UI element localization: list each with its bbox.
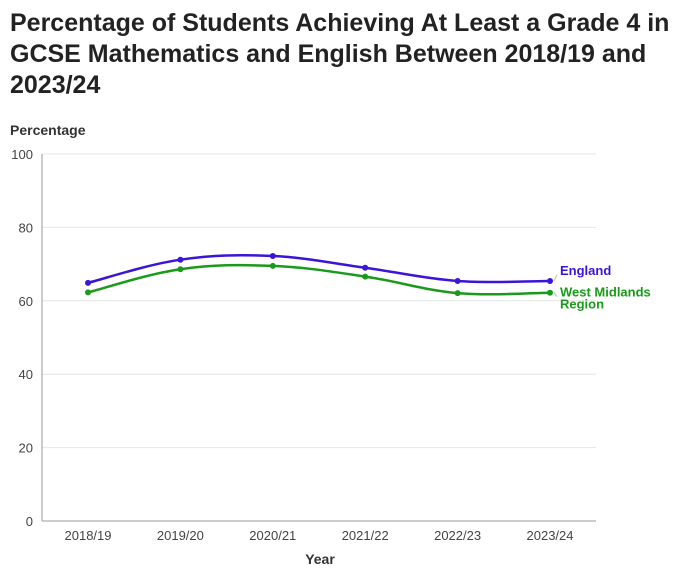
y-tick-label: 40	[19, 367, 33, 382]
x-axis-title: Year	[305, 551, 335, 567]
series-line	[87, 254, 551, 285]
data-point	[85, 289, 91, 296]
data-point	[177, 256, 184, 263]
y-tick-label: 100	[11, 147, 33, 162]
data-point	[362, 264, 369, 271]
series-group: England West Midlands Region	[85, 253, 651, 312]
data-point	[547, 277, 553, 284]
y-tick-label: 80	[19, 220, 33, 235]
series-label: England	[560, 263, 611, 278]
data-point	[269, 262, 276, 269]
gridlines	[41, 153, 596, 522]
data-point	[362, 273, 369, 280]
x-tick-label: 2023/24	[527, 528, 574, 543]
x-tick-label: 2022/23	[434, 528, 481, 543]
x-tick-label: 2019/20	[157, 528, 204, 543]
chart-title: Percentage of Students Achieving At Leas…	[10, 9, 670, 99]
data-point	[177, 266, 184, 273]
data-point	[85, 279, 91, 286]
x-tick-label: 2021/22	[342, 528, 389, 543]
y-axis-title: Percentage	[10, 122, 86, 138]
x-tick-label: 2018/19	[65, 528, 112, 543]
x-tick-labels: 2018/19 2019/20 2020/21 2021/22 2022/23 2023/…	[65, 528, 574, 543]
x-tick-label: 2020/21	[249, 528, 296, 543]
label-connector	[553, 292, 558, 298]
label-connector	[553, 274, 558, 282]
series-line	[87, 263, 551, 296]
data-point	[269, 253, 276, 260]
data-point	[454, 290, 461, 297]
y-tick-label: 20	[19, 441, 33, 456]
series-label: West Midlands Region	[560, 285, 651, 312]
y-tick-labels: 0 20 40 60 80 100	[11, 147, 33, 529]
y-tick-label: 60	[19, 294, 33, 309]
data-point	[547, 289, 553, 296]
data-point	[454, 277, 461, 284]
y-tick-label: 0	[26, 514, 33, 529]
